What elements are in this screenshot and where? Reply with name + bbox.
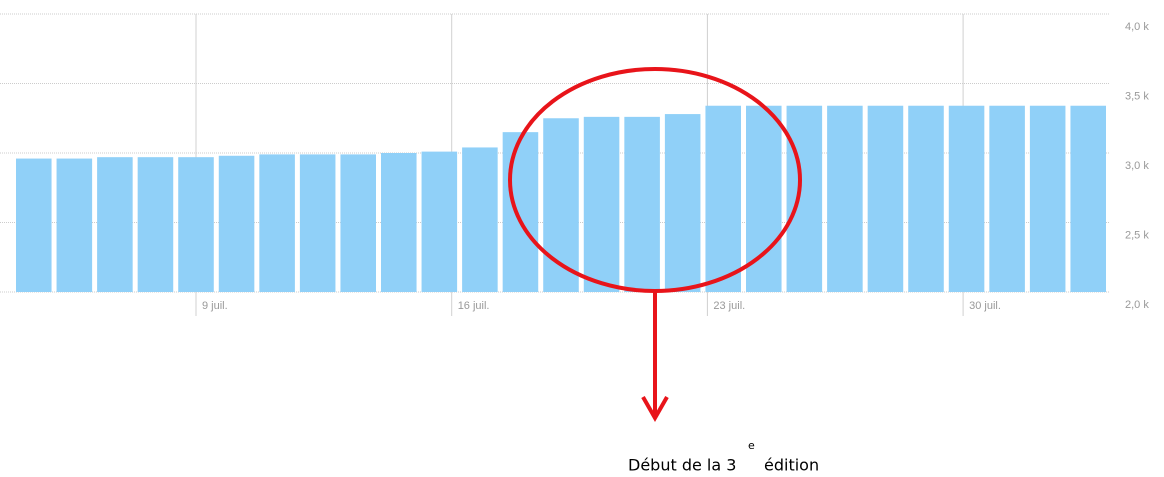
bar — [1029, 105, 1066, 293]
bar — [259, 154, 295, 292]
bar — [299, 154, 336, 292]
bar — [786, 105, 823, 293]
x-tick-label: 30 juil. — [969, 300, 1001, 312]
bar — [381, 153, 417, 292]
annotation-superscript: e — [748, 439, 755, 452]
annotation-text-after: édition — [764, 456, 819, 475]
x-tick-label: 16 juil. — [458, 300, 490, 312]
bar — [908, 105, 944, 293]
bar — [664, 114, 701, 292]
bar — [462, 147, 498, 292]
y-tick-label: 2,5 k — [1125, 229, 1149, 241]
bar — [583, 116, 620, 292]
bar — [705, 105, 741, 293]
bar — [827, 105, 863, 293]
y-tick-label: 4,0 k — [1125, 21, 1149, 33]
annotation-arrowhead — [641, 396, 669, 423]
bar — [502, 132, 539, 292]
bar — [1070, 105, 1106, 293]
bar — [56, 158, 93, 292]
x-tick-label: 23 juil. — [713, 300, 745, 312]
bar — [178, 157, 214, 292]
bar — [421, 151, 458, 292]
bar — [218, 155, 255, 292]
x-tick-label: 9 juil. — [202, 300, 228, 312]
bar — [16, 158, 52, 292]
y-tick-label: 2,0 k — [1125, 299, 1149, 311]
bar — [624, 116, 660, 292]
bar — [989, 105, 1025, 293]
bar — [97, 157, 133, 292]
y-tick-label: 3,0 k — [1125, 160, 1149, 172]
annotation-text: Début de la 3 — [628, 456, 736, 475]
bar — [867, 105, 904, 293]
bar — [948, 105, 985, 293]
bar — [340, 154, 376, 292]
y-tick-label: 3,5 k — [1125, 90, 1149, 102]
bar — [137, 157, 174, 292]
